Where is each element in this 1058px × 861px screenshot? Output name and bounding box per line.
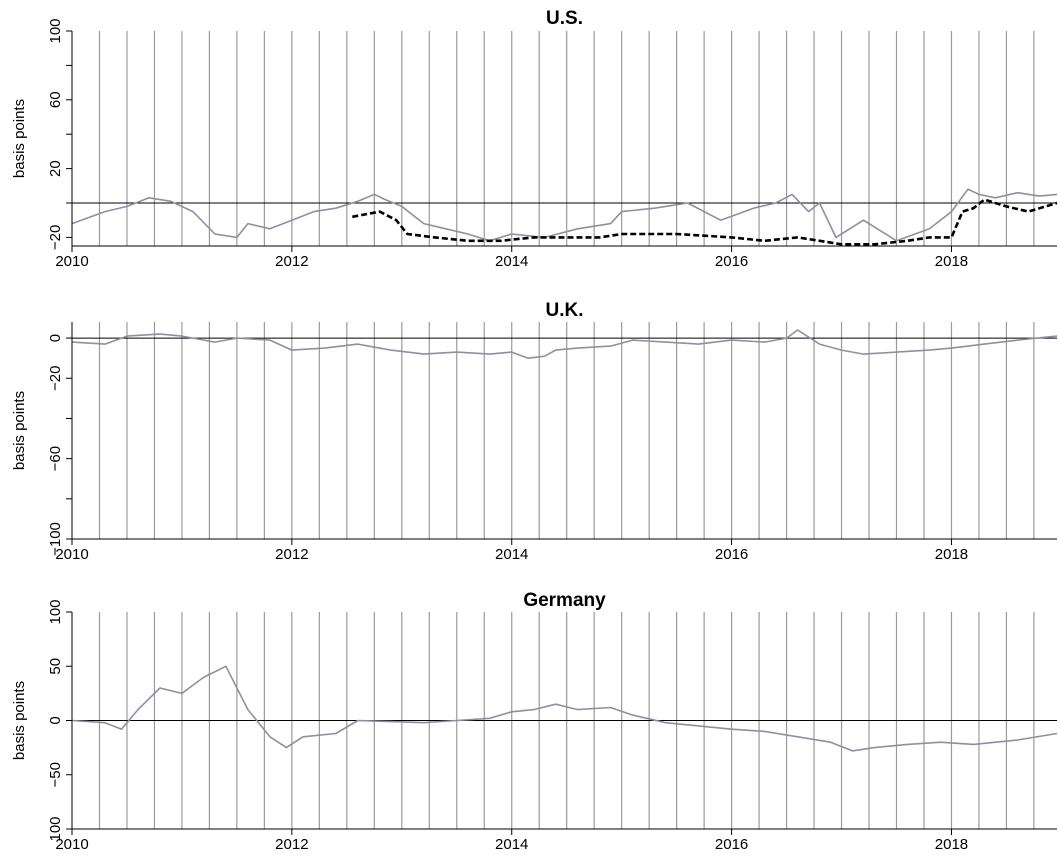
series-line-germany-0 — [71, 665, 1058, 752]
panel-uk: U.K. basis points 2010 2012 2014 2016 2018 0 −… — [11, 300, 1058, 563]
y-axis-label-germany: basis points — [11, 681, 28, 760]
panel-us: U.S. basis points 2010 2012 2014 2016 2018 −2… — [11, 8, 1058, 270]
y-tick-label: −60 — [47, 446, 64, 471]
x-tick-label: 2012 — [275, 253, 308, 270]
quarter-gridlines-us — [98, 31, 1035, 246]
x-tick-label: 2010 — [55, 253, 88, 270]
y-axis-label-uk: basis points — [11, 391, 28, 470]
quarter-gridlines-uk — [98, 322, 1035, 539]
y-axis-label-us: basis points — [11, 99, 28, 178]
x-tick-label: 2016 — [715, 546, 748, 563]
x-tick-label: 2012 — [275, 836, 308, 853]
x-tick-label: 2010 — [55, 546, 88, 563]
y-tick-label: 100 — [47, 599, 64, 624]
x-tick-label: 2010 — [55, 836, 88, 853]
y-tick-label: −100 — [47, 522, 64, 556]
y-tick-label: −20 — [47, 366, 64, 391]
y-tick-label: 100 — [47, 816, 64, 841]
x-tick-label: 2016 — [715, 836, 748, 853]
x-tick-label: 2012 — [275, 546, 308, 563]
y-tick-label: 60 — [47, 91, 64, 108]
panel-title-us: U.S. — [546, 8, 583, 29]
series-line-us-1 — [352, 198, 1058, 246]
x-tick-label: 2018 — [935, 836, 968, 853]
panel-title-uk: U.K. — [546, 300, 584, 321]
series-line-uk-0 — [71, 329, 1058, 360]
y-tick-label: 50 — [47, 658, 64, 675]
panel-title-germany: Germany — [523, 590, 606, 611]
panel-germany: Germany basis points 2010 2012 2014 2016 201… — [11, 590, 1058, 853]
series-line-us-0 — [71, 188, 1058, 242]
y-tick-label: −50 — [47, 762, 64, 787]
y-tick-label: −20 — [47, 225, 64, 250]
y-tick-label: 100 — [47, 18, 64, 43]
x-tick-label: 2018 — [935, 253, 968, 270]
x-tick-label: 2014 — [495, 836, 528, 853]
x-tick-label: 2018 — [935, 546, 968, 563]
y-tick-label: 0 — [47, 334, 64, 342]
y-tick-label: 0 — [47, 716, 64, 724]
x-tick-label: 2014 — [495, 253, 528, 270]
x-tick-label: 2016 — [715, 253, 748, 270]
y-tick-label: 20 — [47, 160, 64, 177]
x-tick-label: 2014 — [495, 546, 528, 563]
